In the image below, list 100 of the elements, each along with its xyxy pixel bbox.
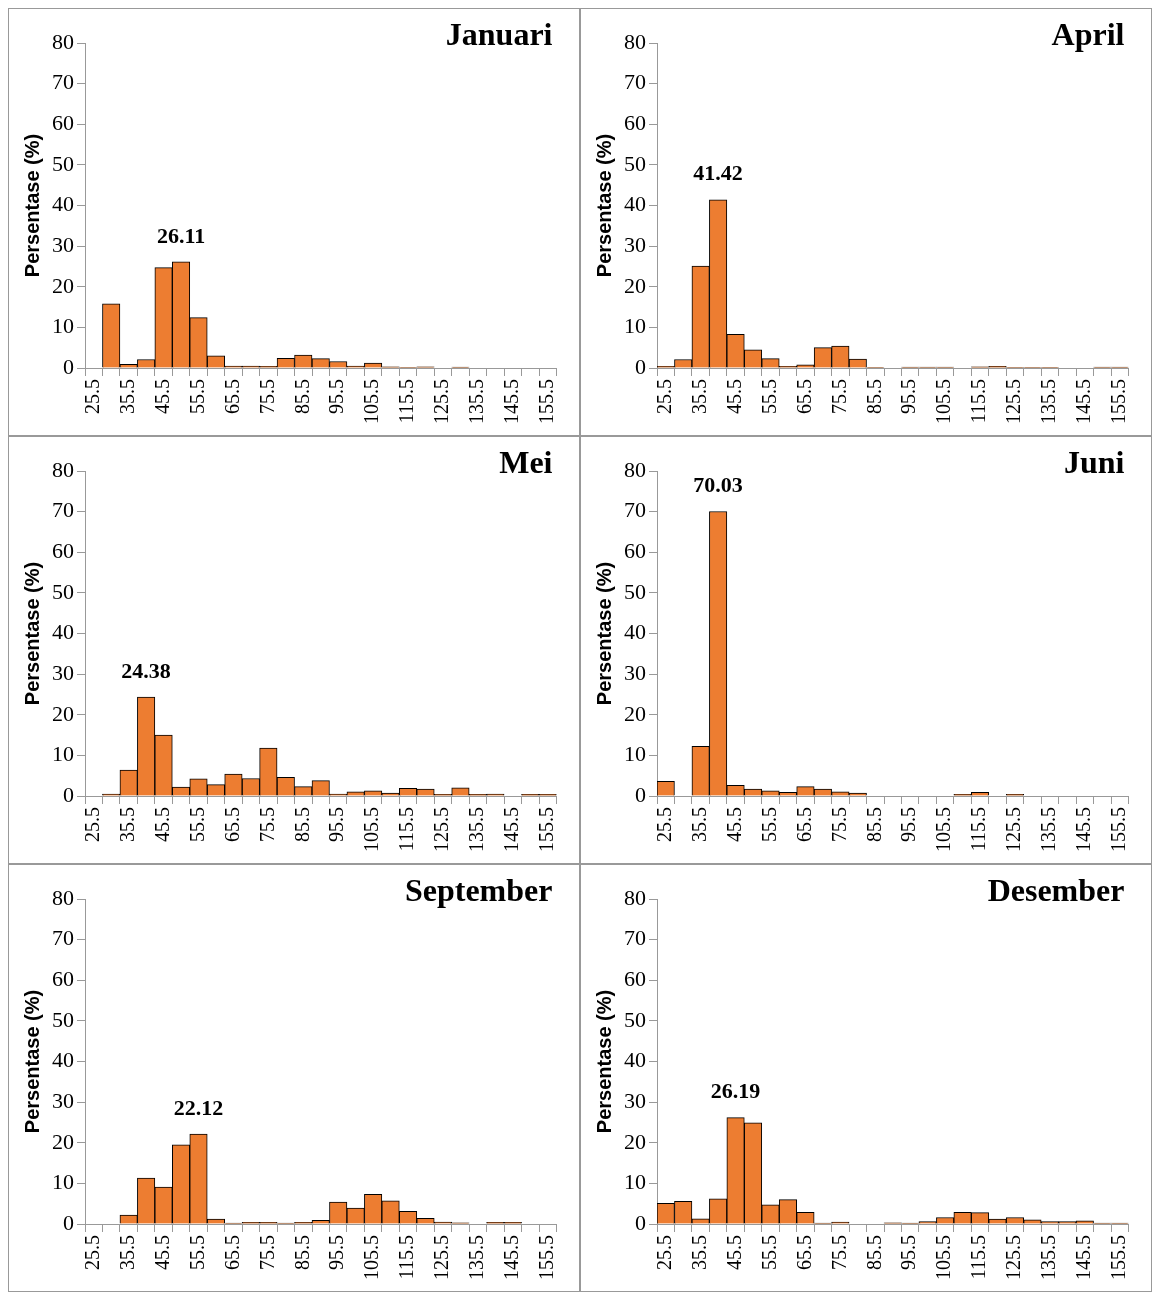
x-tick-label: 25.5 — [652, 1235, 675, 1270]
y-tick-label: 60 — [624, 538, 646, 564]
x-tick-label: 35.5 — [687, 1235, 710, 1270]
y-tick-label: 0 — [635, 781, 646, 807]
y-tick-label: 60 — [52, 966, 74, 992]
x-tick-label: 145.5 — [1072, 807, 1095, 852]
chart-title: April — [1051, 16, 1125, 53]
x-tick-label: 35.5 — [687, 807, 710, 842]
y-tick-label: 0 — [63, 1209, 74, 1235]
y-axis-title: Persentase (%) — [20, 561, 43, 706]
y-tick-label: 70 — [52, 925, 74, 951]
y-tick-label: 40 — [624, 191, 646, 217]
y-tick-label: 20 — [52, 1128, 74, 1154]
y-tick-label: 30 — [624, 659, 646, 685]
y-tick-label: 80 — [52, 456, 74, 482]
x-tick-label: 75.5 — [827, 379, 850, 414]
x-tick-label: 45.5 — [150, 807, 173, 842]
y-axis-title: Persentase (%) — [20, 133, 43, 278]
y-tick-label: 80 — [624, 456, 646, 482]
x-tick-label: 25.5 — [80, 379, 103, 414]
y-tick-label: 20 — [624, 1128, 646, 1154]
y-tick-label: 20 — [52, 700, 74, 726]
x-tick-label: 25.5 — [652, 807, 675, 842]
x-tick-label: 85.5 — [290, 379, 313, 414]
y-tick-label: 0 — [635, 353, 646, 379]
x-tick-label: 85.5 — [290, 807, 313, 842]
data-label: 26.19 — [710, 1078, 761, 1104]
y-tick-label: 20 — [624, 272, 646, 298]
x-tick-label: 55.5 — [757, 379, 780, 414]
x-tick-label: 75.5 — [255, 379, 278, 414]
x-tick-label: 115.5 — [395, 1235, 418, 1280]
y-tick-label: 50 — [624, 150, 646, 176]
data-label: 41.42 — [693, 160, 743, 186]
x-tick-label: 95.5 — [325, 807, 348, 842]
x-tick-label: 135.5 — [1037, 1235, 1060, 1280]
x-tick-label: 105.5 — [360, 807, 383, 852]
y-tick-label: 0 — [63, 781, 74, 807]
x-tick-label: 125.5 — [430, 807, 453, 852]
x-tick-label: 65.5 — [792, 807, 815, 842]
y-tick-label: 40 — [52, 619, 74, 645]
chart-title: Januari — [445, 16, 553, 53]
x-tick-label: 105.5 — [360, 1235, 383, 1280]
x-tick-label: 55.5 — [185, 807, 208, 842]
x-tick-label: 65.5 — [220, 379, 243, 414]
y-axis-title: Persentase (%) — [592, 561, 615, 706]
chart-title: Desember — [987, 872, 1125, 909]
y-tick-label: 70 — [624, 925, 646, 951]
x-tick-label: 75.5 — [255, 807, 278, 842]
y-tick-label: 10 — [52, 313, 74, 339]
y-tick-label: 10 — [52, 1169, 74, 1195]
y-tick-label: 40 — [624, 619, 646, 645]
x-tick-label: 95.5 — [897, 1235, 920, 1270]
x-tick-label: 45.5 — [150, 1235, 173, 1270]
chart-title: Mei — [499, 444, 553, 481]
x-tick-label: 95.5 — [325, 1235, 348, 1270]
y-tick-label: 50 — [624, 1006, 646, 1032]
x-tick-label: 155.5 — [534, 379, 557, 424]
x-tick-label: 55.5 — [185, 1235, 208, 1270]
x-tick-label: 55.5 — [757, 1235, 780, 1270]
x-tick-label: 115.5 — [395, 379, 418, 424]
x-tick-label: 75.5 — [255, 1235, 278, 1270]
x-tick-label: 145.5 — [1072, 379, 1095, 424]
y-tick-label: 60 — [52, 110, 74, 136]
x-tick-label: 115.5 — [395, 807, 418, 852]
x-tick-label: 45.5 — [722, 1235, 745, 1270]
x-tick-label: 45.5 — [722, 807, 745, 842]
x-tick-label: 45.5 — [150, 379, 173, 414]
y-tick-label: 80 — [52, 28, 74, 54]
x-tick-label: 135.5 — [465, 807, 488, 852]
x-tick-label: 65.5 — [792, 1235, 815, 1270]
y-tick-label: 40 — [52, 1047, 74, 1073]
data-label: 26.11 — [156, 222, 206, 248]
y-tick-label: 10 — [624, 741, 646, 767]
x-tick-label: 115.5 — [967, 379, 990, 424]
y-tick-label: 10 — [624, 313, 646, 339]
x-tick-label: 155.5 — [534, 1235, 557, 1280]
y-tick-label: 20 — [624, 700, 646, 726]
x-tick-label: 115.5 — [967, 1235, 990, 1280]
x-tick-label: 135.5 — [1037, 379, 1060, 424]
x-tick-label: 85.5 — [862, 379, 885, 414]
data-label: 70.03 — [693, 472, 743, 498]
x-tick-label: 75.5 — [827, 1235, 850, 1270]
y-tick-label: 70 — [624, 497, 646, 523]
y-tick-label: 10 — [52, 741, 74, 767]
y-tick-label: 50 — [52, 578, 74, 604]
x-tick-label: 155.5 — [1106, 1235, 1129, 1280]
x-tick-label: 105.5 — [932, 807, 955, 852]
x-tick-label: 65.5 — [792, 379, 815, 414]
x-tick-label: 65.5 — [220, 807, 243, 842]
y-tick-label: 80 — [624, 28, 646, 54]
y-tick-label: 10 — [624, 1169, 646, 1195]
x-tick-label: 35.5 — [687, 379, 710, 414]
y-tick-label: 50 — [52, 150, 74, 176]
y-tick-label: 20 — [52, 272, 74, 298]
y-tick-label: 50 — [52, 1006, 74, 1032]
y-axis-title: Persentase (%) — [592, 133, 615, 278]
x-tick-label: 125.5 — [430, 379, 453, 424]
x-tick-label: 25.5 — [80, 1235, 103, 1270]
y-tick-label: 70 — [624, 69, 646, 95]
x-tick-label: 145.5 — [500, 807, 523, 852]
